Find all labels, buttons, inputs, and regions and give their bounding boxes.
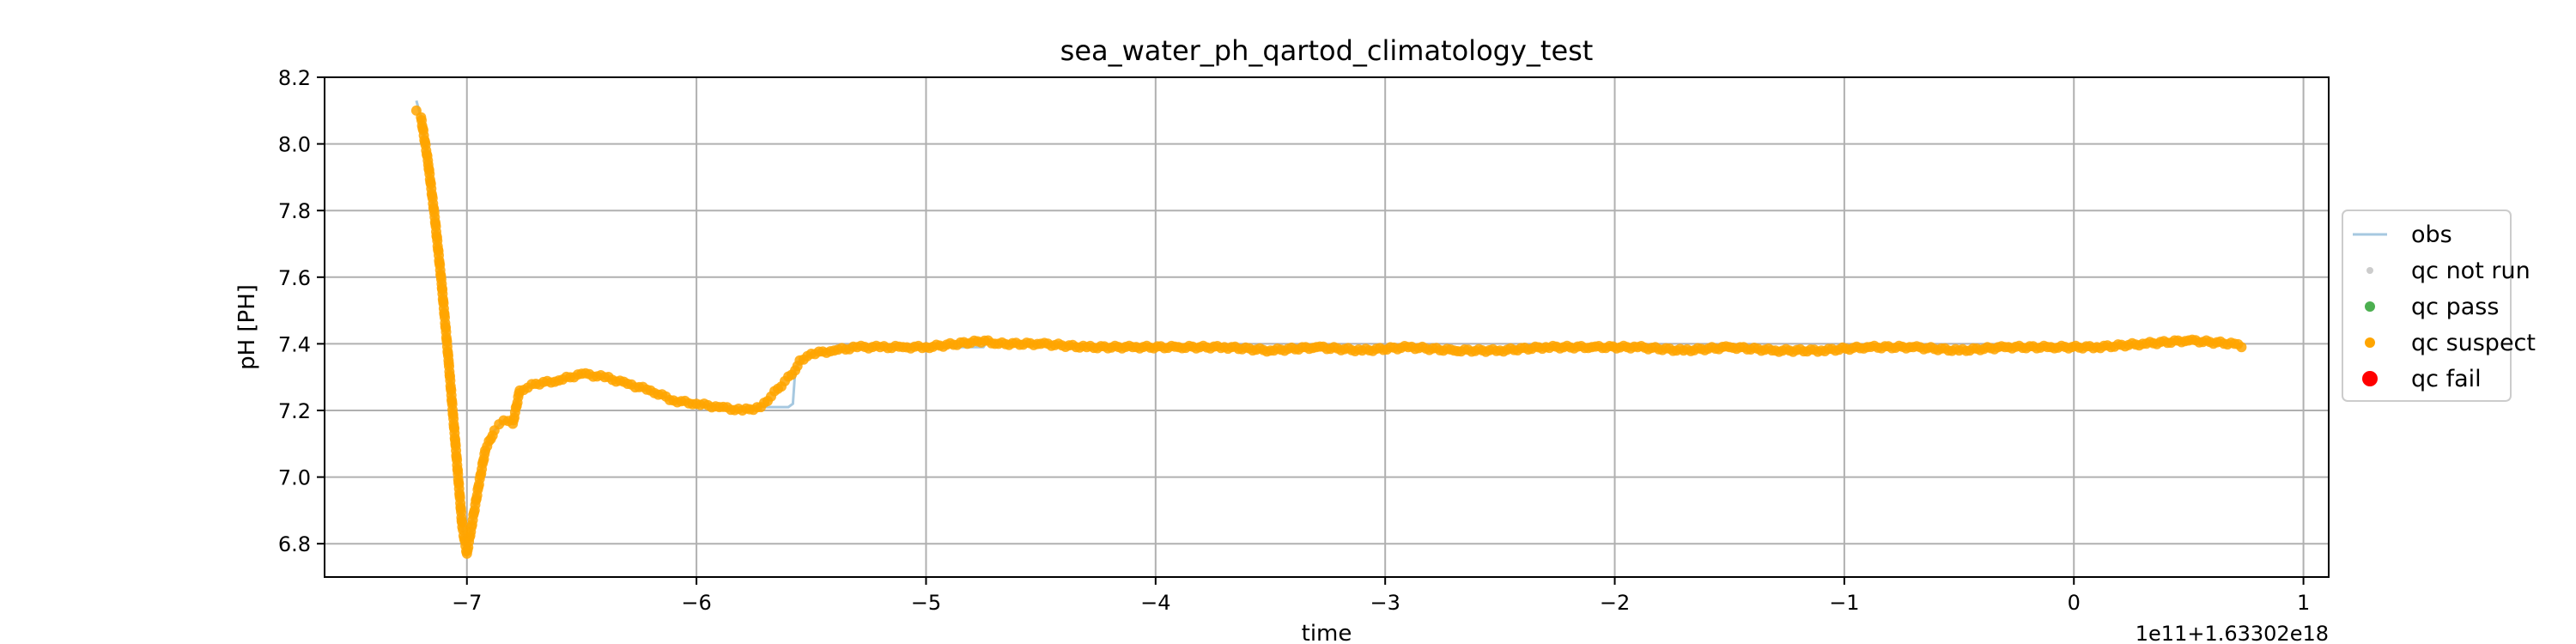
x-tick-label: 1 [2297,591,2310,615]
legend-dot-marker [2365,301,2375,312]
legend-label: qc pass [2411,294,2499,320]
chart-title: sea_water_ph_qartod_climatology_test [1060,34,1594,67]
x-tick-label: −2 [1600,591,1630,615]
legend-dot-marker [2362,371,2378,386]
legend-label: obs [2411,222,2452,248]
data-point [2236,342,2247,353]
x-tick-label: 0 [2068,591,2081,615]
y-tick-label: 7.8 [278,199,311,223]
legend-item: obs [2353,222,2452,248]
legend-dot-marker [2366,267,2373,274]
legend-item: qc suspect [2365,330,2536,356]
series-line-obs [415,100,2243,555]
legend: obs qc not run qc pass qc suspect qc fail [2342,210,2536,402]
y-tick-label: 7.4 [278,332,311,356]
grid [325,76,2329,577]
x-tick-label: −5 [911,591,941,615]
y-axis-label: pH [PH] [234,284,260,370]
axes-frame [324,76,2330,578]
y-tick-label: 7.6 [278,266,311,290]
legend-item: qc not run [2366,258,2530,284]
y-axis: 6.8 7.0 7.2 7.4 7.6 7.8 8.0 8.2 [278,66,325,556]
x-tick-label: −3 [1370,591,1400,615]
y-tick-label: 8.2 [278,66,311,90]
legend-label: qc fail [2411,366,2482,392]
x-axis-label: time [1302,621,1352,644]
legend-dot-marker [2365,337,2375,348]
y-tick-label: 8.0 [278,133,311,157]
x-tick-label: −6 [681,591,711,615]
x-tick-label: −1 [1829,591,1859,615]
series-points-qc-suspect [410,105,2247,559]
legend-box [2342,210,2512,402]
x-tick-label: −7 [452,591,482,615]
y-tick-label: 6.8 [278,532,311,556]
x-tick-label: −4 [1140,591,1170,615]
legend-item: qc fail [2362,366,2482,392]
y-tick-label: 7.2 [278,399,311,423]
plot-area [410,100,2247,559]
legend-label: qc suspect [2411,330,2536,356]
x-axis: −7 −6 −5 −4 −3 −2 −1 0 1 [452,577,2310,615]
y-tick-label: 7.0 [278,466,311,490]
x-axis-offset-label: 1e11+1.63302e18 [2136,622,2329,644]
legend-item: qc pass [2365,294,2499,320]
legend-label: qc not run [2411,258,2530,284]
